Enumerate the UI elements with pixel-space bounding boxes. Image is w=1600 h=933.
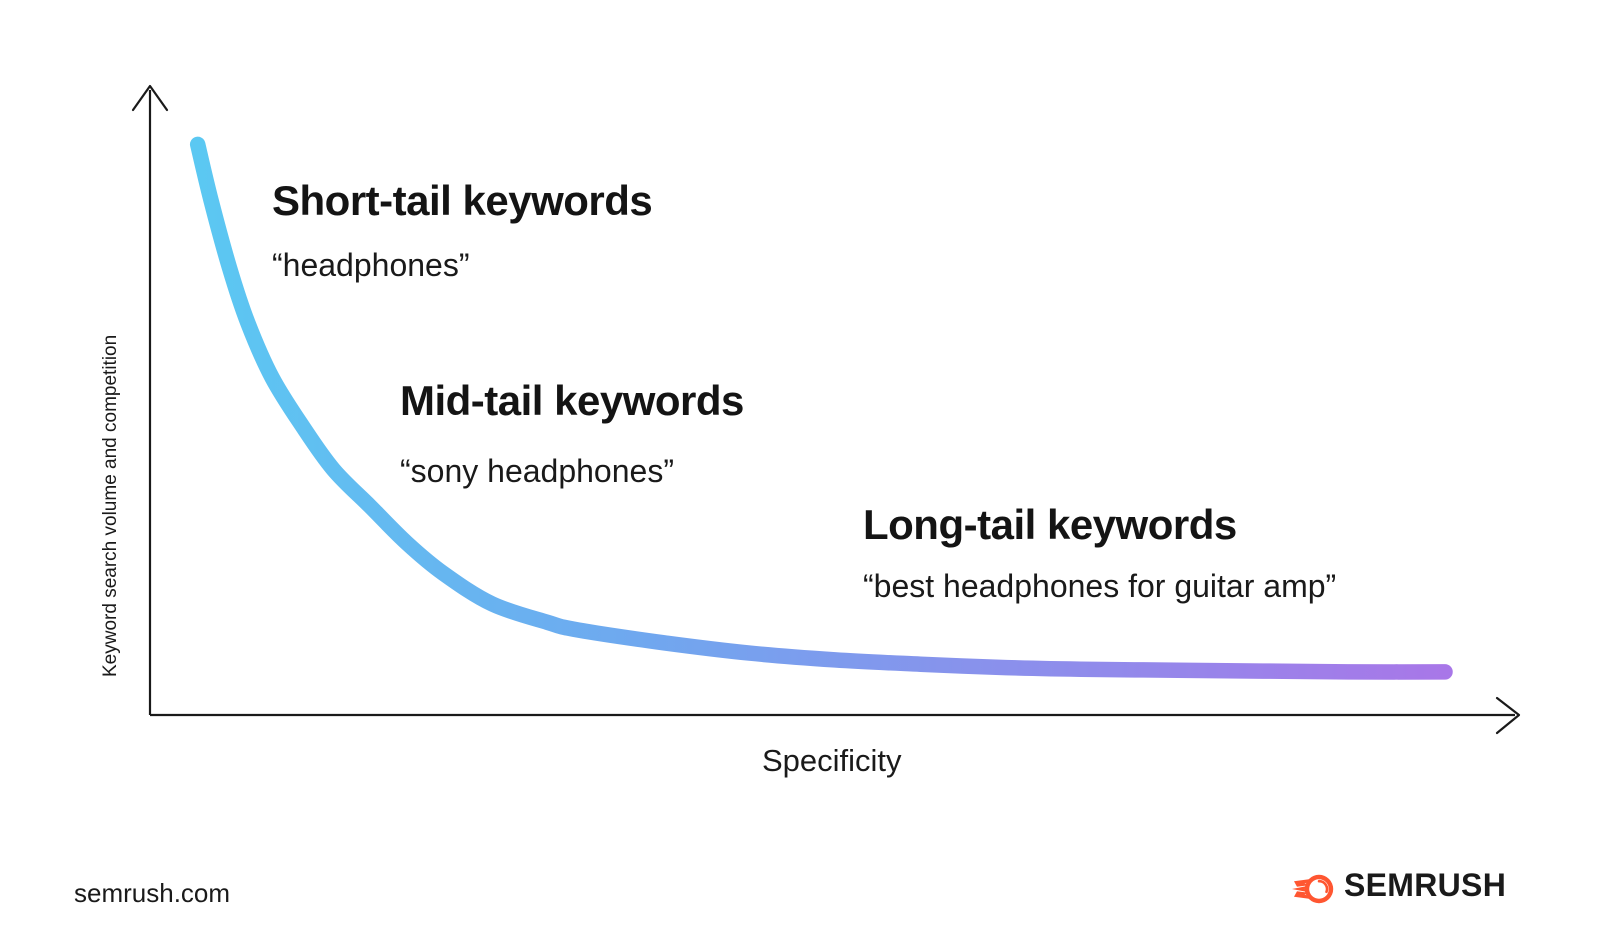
svg-text:SEMRUSH: SEMRUSH: [1344, 867, 1506, 903]
